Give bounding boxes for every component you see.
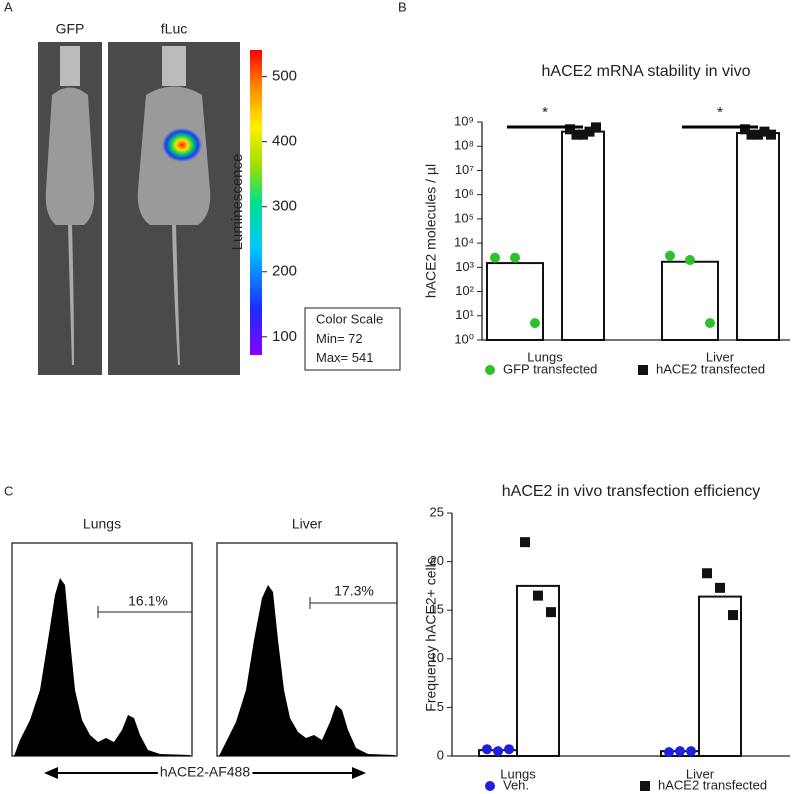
chart-title: hACE2 in vivo transfection efficiency [502,483,761,500]
x-tick-label: Lungs [527,349,563,364]
data-point [705,318,715,329]
data-point [490,252,500,263]
data-point [546,607,556,618]
data-point [665,250,675,261]
legend-label: GFP transfected [503,361,597,376]
color-scale-box: Color Scale Min= 72 Max= 541 [304,307,401,371]
flow-x-label: hACE2-AF488 [160,764,250,780]
color-scale-title: Color Scale [316,311,383,326]
data-point [685,255,695,266]
data-point [533,590,543,601]
x-tick-label: Liver [686,766,715,781]
colorbar [250,50,262,355]
panel-label: C [4,483,13,498]
data-point [584,126,595,137]
legend-marker [485,365,495,375]
data-point [565,124,575,135]
bar [486,262,544,342]
colorbar-label: Luminescence [229,154,246,251]
data-point [571,129,582,140]
image-label: GFP [56,21,85,37]
bar [698,595,742,757]
y-tick-label: 25 [430,504,444,519]
panel-label: A [4,0,13,14]
flow-histogram [11,542,193,757]
gate-label: 17.3% [334,583,374,599]
y-axis-label: hACE2 molecules / µl [423,164,439,298]
y-tick-label: 10⁵ [454,210,474,225]
colorbar-tick-label: 300 [272,198,297,215]
y-tick-label: 10¹ [455,307,474,322]
data-point [530,318,540,329]
data-point [675,746,685,757]
panel-label: B [398,0,407,14]
y-tick-label: 5 [437,699,444,714]
data-point [753,129,763,140]
y-tick-label: 10⁶ [454,186,474,201]
x-tick-label: Liver [706,349,735,364]
y-tick-label: 10⁰ [454,331,474,346]
data-point [715,582,725,593]
legend-marker [485,781,495,791]
data-point [766,129,776,140]
flow-histogram [216,542,398,757]
data-point [759,126,770,137]
y-tick-label: 10⁷ [455,162,474,177]
data-point [686,746,696,757]
colorbar-tick-label: 100 [272,328,297,345]
mouse-image [38,42,102,375]
data-point [740,124,750,135]
bar [736,132,780,341]
y-tick-label: 10³ [455,259,474,274]
y-tick-label: 15 [430,602,444,617]
data-point [510,252,520,263]
gate-label: 16.1% [128,593,168,609]
mouse-image [108,42,240,375]
axis-arrow [44,767,366,779]
y-tick-label: 10⁸ [454,138,474,153]
data-point [746,129,757,140]
data-point [728,610,738,621]
y-axis-label: Frequency hACE2+ cells [423,557,439,711]
legend-marker [640,781,650,791]
image-label: fLuc [161,21,187,37]
x-tick-label: Lungs [500,766,536,781]
significance-label: * [717,104,723,121]
data-point [664,747,674,758]
y-tick-label: 0 [437,747,444,762]
legend-marker [638,365,648,375]
data-point [578,129,588,140]
y-tick-label: 10² [455,283,474,298]
color-scale-min: Min= 72 [316,331,363,346]
bar [561,130,605,341]
colorbar-tick-label: 200 [272,263,297,280]
data-point [702,568,712,579]
y-tick-label: 10 [430,650,444,665]
significance-label: * [542,104,548,121]
data-point [591,122,601,133]
data-point [493,746,503,757]
y-tick-label: 20 [430,553,444,568]
data-point [520,537,530,548]
data-point [504,744,514,755]
colorbar-tick-label: 500 [272,68,297,85]
color-scale-max: Max= 541 [316,350,373,365]
y-tick-label: 10⁴ [454,235,474,250]
legend-label: Veh. [503,777,529,792]
data-point [482,744,492,755]
flow-title: Lungs [83,516,121,532]
chart-title: hACE2 mRNA stability in vivo [542,63,751,80]
legend-label: hACE2 transfected [656,361,765,376]
colorbar-tick-label: 400 [272,133,297,150]
bar [661,260,719,341]
legend-label: hACE2 transfected [658,777,767,792]
flow-title: Liver [292,516,323,532]
y-tick-label: 10⁹ [454,113,474,128]
